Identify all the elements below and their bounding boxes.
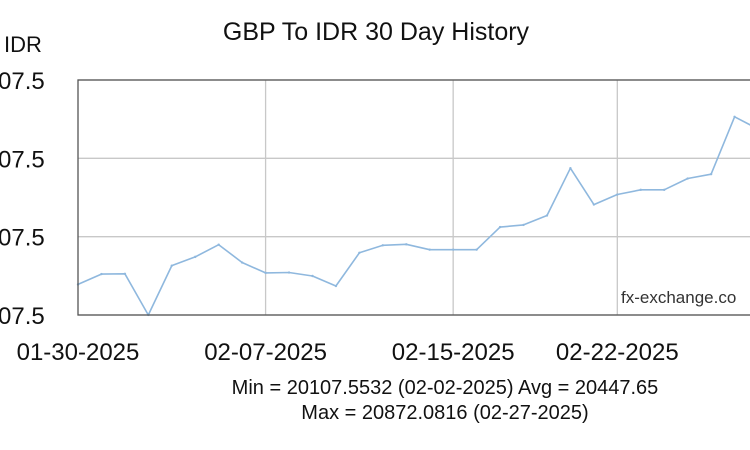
y-tick-label: 07.5 (0, 303, 45, 330)
data-point (311, 274, 314, 278)
data-point (545, 214, 549, 217)
data-point (709, 172, 713, 176)
x-tick-label: 02-07-2025 (204, 339, 327, 366)
y-tick-label: 07.5 (0, 68, 45, 95)
data-point (569, 167, 572, 170)
data-point (381, 244, 385, 247)
x-tick-label: 02-15-2025 (392, 339, 515, 366)
data-point (240, 261, 244, 264)
y-axis-label: IDR (4, 32, 42, 57)
data-point (663, 188, 666, 192)
data-point (170, 264, 173, 267)
x-tick-labels: 01-30-2025 02-07-2025 02-15-2025 02-22-2025 (17, 339, 679, 366)
grid-lines (78, 79, 750, 316)
data-point (405, 243, 408, 246)
data-point (100, 272, 103, 276)
y-tick-label: 07.5 (0, 225, 45, 252)
data-point (592, 203, 596, 206)
data-points (76, 115, 736, 317)
series-line (77, 116, 750, 316)
data-point (287, 271, 291, 274)
data-point (522, 223, 525, 227)
data-point (498, 225, 502, 229)
data-point (475, 248, 478, 251)
y-tick-labels: 07.5 07.5 07.5 07.5 (0, 68, 45, 330)
data-point (334, 284, 338, 288)
watermark: fx-exchange.co (621, 288, 736, 307)
chart-title: GBP To IDR 30 Day History (223, 18, 530, 46)
data-point (639, 188, 642, 192)
y-tick-label: 07.5 (0, 146, 45, 173)
data-point (123, 272, 127, 275)
data-point (358, 251, 361, 255)
x-tick-label: 02-22-2025 (556, 339, 679, 366)
x-tick-label: 01-30-2025 (17, 339, 140, 366)
data-point (451, 248, 455, 251)
plot-frame (77, 79, 750, 316)
stats-line-max: Max = 20872.0816 (02-27-2025) (301, 402, 589, 424)
data-point (264, 271, 267, 275)
data-point (194, 255, 197, 259)
data-point (428, 248, 431, 251)
data-point (686, 177, 689, 180)
data-point (217, 243, 220, 246)
data-point (616, 193, 619, 196)
stats-line-min-avg: Min = 20107.5532 (02-02-2025) Avg = 2044… (231, 377, 659, 399)
data-point (733, 115, 736, 119)
